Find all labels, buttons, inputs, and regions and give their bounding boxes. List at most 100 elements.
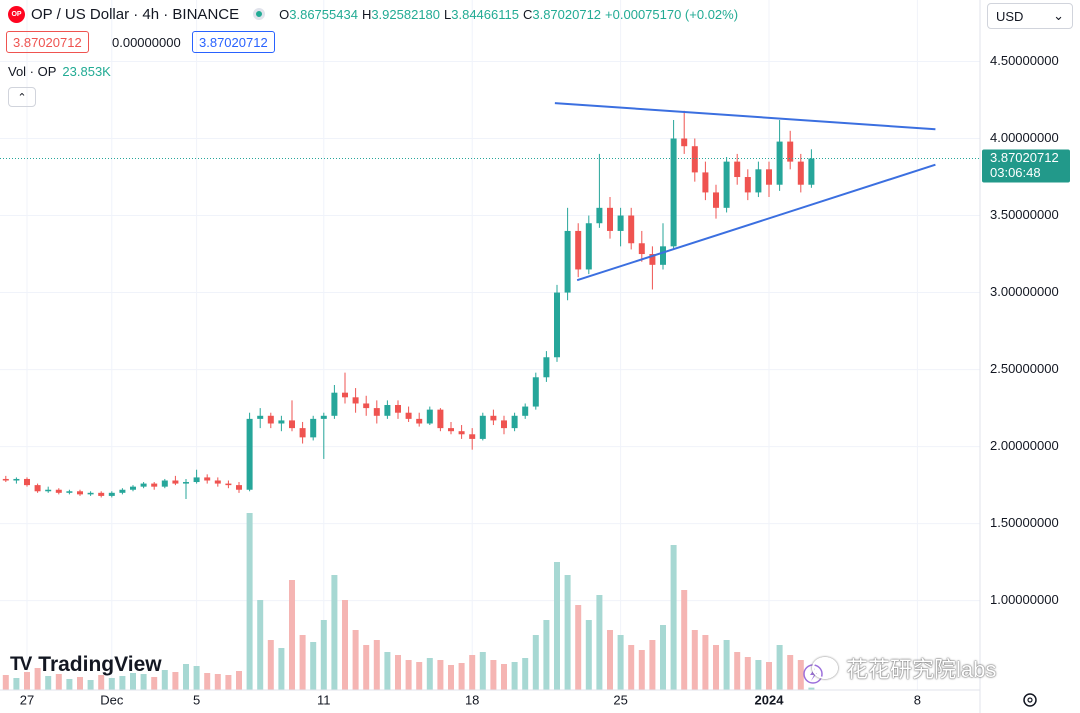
sell-price[interactable]: 3.87020712 [6, 31, 89, 53]
candle-body [734, 161, 741, 178]
candle-body [448, 428, 454, 432]
candle-body [628, 215, 635, 244]
volume-bar [342, 600, 348, 690]
volume-bar [776, 645, 783, 690]
candle-body [278, 420, 285, 424]
watermark: 花花研究院labs [812, 652, 996, 684]
volume-bar [755, 660, 762, 690]
volume-bar [458, 663, 465, 690]
brand-mark: TV [10, 654, 32, 675]
volume-bar [130, 673, 136, 690]
candle-body [310, 418, 317, 438]
candle-body [532, 377, 539, 407]
market-status[interactable] [253, 8, 266, 20]
volume-bar [172, 672, 179, 690]
buy-price[interactable]: 3.87020712 [192, 31, 275, 53]
candle-body [66, 491, 73, 493]
candle-body [776, 141, 783, 185]
candle-body [352, 397, 359, 404]
candle-body [437, 409, 444, 429]
symbol-logo: OP [8, 5, 25, 23]
collapse-button[interactable]: ⌃ [8, 87, 36, 107]
volume-bar [426, 658, 433, 690]
trendline [576, 163, 936, 282]
volume-bar [532, 635, 539, 690]
brand-logo[interactable]: TV TradingView [10, 653, 162, 677]
candle-body [13, 478, 20, 481]
volume-bar [352, 630, 359, 690]
volume-name: Vol · OP [8, 64, 57, 79]
last-price-label: 3.87020712 [990, 150, 1059, 165]
candle-body [45, 489, 52, 492]
volume-bar [87, 680, 94, 690]
candle-body [755, 169, 762, 193]
volume-bar [638, 650, 645, 690]
volume-bar [416, 662, 423, 690]
volume-bar [681, 590, 688, 690]
candle-body [469, 434, 476, 439]
candle-body [24, 478, 30, 486]
volume-bar [183, 664, 189, 690]
candle-body [98, 492, 105, 496]
volume-bar [204, 673, 211, 690]
candle-body [723, 161, 730, 208]
volume-bar [713, 645, 719, 690]
volume-bar [246, 513, 253, 690]
x-tick-label: 27 [20, 692, 34, 707]
volume-bar [511, 662, 518, 690]
volume-bar [77, 677, 83, 690]
volume-bar [384, 652, 391, 690]
candle-body [766, 169, 772, 185]
candle-body [236, 485, 242, 490]
candle-body [564, 230, 571, 293]
candle-body [2, 478, 9, 481]
candle-body [267, 415, 274, 424]
x-tick-label: 11 [317, 692, 331, 707]
volume-bar [543, 620, 550, 690]
candle-body [649, 254, 656, 265]
candle-body [257, 415, 264, 419]
candle-body [331, 392, 338, 416]
candle-body [225, 483, 232, 486]
volume-value: 23.853K [62, 64, 111, 79]
candle-body [299, 428, 306, 438]
volume-bar [787, 655, 794, 690]
volume-bar [501, 664, 507, 690]
y-tick-label: 3.00000000 [990, 284, 1059, 299]
candle-body [395, 405, 401, 413]
symbol-title[interactable]: OP / US Dollar · 4h · BINANCE [31, 5, 240, 23]
volume-bar [98, 675, 105, 690]
volume-bar [66, 679, 73, 690]
candle-body [119, 489, 126, 493]
candle-body [691, 146, 698, 173]
volume-bar [395, 655, 401, 690]
x-tick-label: Dec [100, 692, 124, 707]
candle-body [151, 483, 158, 487]
volume-bar [628, 645, 635, 690]
chevron: ⌄ [1053, 8, 1064, 23]
candle-body [713, 192, 719, 208]
change: +0.00075170 (+0.02%) [605, 6, 739, 22]
volume-bar [660, 625, 666, 690]
candle-body [617, 215, 624, 231]
volume-bar [437, 660, 444, 690]
volume-bar [331, 575, 338, 690]
candle-body [183, 482, 189, 484]
currency-select[interactable]: USD ⌄ [987, 3, 1073, 29]
x-tick-label: 8 [914, 692, 921, 707]
candle-body [363, 403, 370, 409]
candle-body [130, 486, 136, 490]
volume-bar [522, 658, 529, 690]
volume-bar [797, 660, 804, 690]
candle-body [214, 480, 221, 484]
candle-body [585, 223, 592, 270]
candle-body [289, 420, 295, 429]
settings-icon [1023, 693, 1037, 707]
x-tick-label: 2024 [755, 692, 785, 707]
volume-bar [299, 635, 306, 690]
volume-bar [744, 657, 751, 690]
spread: 0.00000000 [112, 34, 181, 50]
volume-bar [702, 635, 709, 690]
candle-body [660, 246, 666, 265]
